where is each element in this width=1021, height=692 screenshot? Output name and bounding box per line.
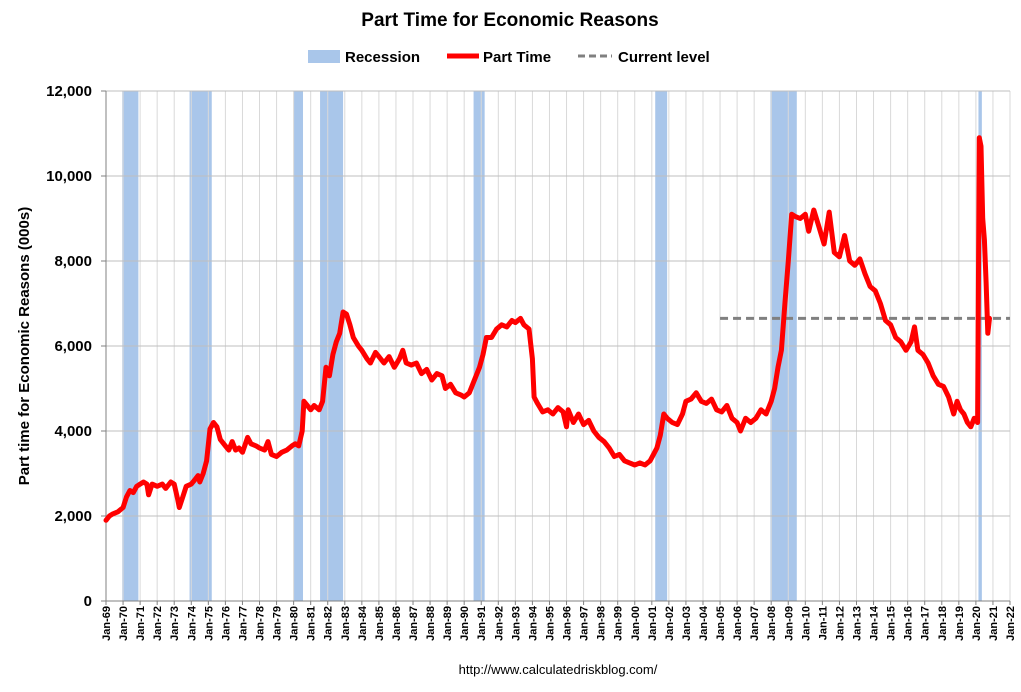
x-tick-label: Jan-08 bbox=[766, 606, 778, 641]
x-tick-label: Jan-14 bbox=[869, 605, 881, 641]
x-tick-label: Jan-01 bbox=[647, 606, 659, 641]
x-tick-label: Jan-91 bbox=[476, 606, 488, 641]
y-tick-label: 12,000 bbox=[46, 83, 92, 100]
x-tick-label: Jan-75 bbox=[203, 606, 215, 641]
x-tick-label: Jan-97 bbox=[579, 606, 591, 641]
x-tick-label: Jan-92 bbox=[493, 606, 505, 641]
x-tick-label: Jan-05 bbox=[715, 606, 727, 641]
x-tick-label: Jan-77 bbox=[237, 606, 249, 641]
x-tick-label: Jan-04 bbox=[698, 605, 710, 641]
x-tick-label: Jan-90 bbox=[459, 606, 471, 641]
x-tick-label: Jan-20 bbox=[971, 606, 983, 641]
y-tick-label: 2,000 bbox=[54, 508, 92, 525]
x-tick-label: Jan-10 bbox=[800, 606, 812, 641]
x-tick-label: Jan-02 bbox=[664, 606, 676, 641]
legend-recession-swatch bbox=[308, 50, 340, 63]
x-tick-label: Jan-03 bbox=[681, 606, 693, 641]
x-tick-label: Jan-79 bbox=[272, 606, 284, 641]
x-tick-labels: Jan-69 Jan-70 Jan-71 Jan-72 Jan-73 Jan-74 Jan-… bbox=[101, 601, 1017, 641]
legend: Recession Part Time Current level bbox=[308, 49, 710, 66]
y-tick-label: 10,000 bbox=[46, 168, 92, 185]
x-tick-label: Jan-83 bbox=[340, 606, 352, 641]
y-tick-label: 4,000 bbox=[54, 423, 92, 440]
x-tick-label: Jan-94 bbox=[527, 605, 539, 641]
series-line-part-time bbox=[103, 135, 992, 523]
x-tick-label: Jan-86 bbox=[391, 606, 403, 641]
x-tick-label: Jan-95 bbox=[544, 606, 556, 641]
y-tick-label: 0 bbox=[84, 593, 92, 610]
y-tick-label: 6,000 bbox=[54, 338, 92, 355]
x-tick-label: Jan-07 bbox=[749, 606, 761, 641]
x-tick-label: Jan-06 bbox=[732, 606, 744, 641]
x-tick-label: Jan-13 bbox=[851, 606, 863, 641]
x-tick-label: Jan-21 bbox=[988, 606, 1000, 641]
x-tick-label: Jan-74 bbox=[186, 605, 198, 641]
x-tick-label: Jan-93 bbox=[510, 606, 522, 641]
x-tick-label: Jan-99 bbox=[613, 606, 625, 641]
x-tick-label: Jan-15 bbox=[886, 606, 898, 641]
x-tick-label: Jan-12 bbox=[834, 606, 846, 641]
x-tick-label: Jan-84 bbox=[357, 605, 369, 641]
legend-current-level-label: Current level bbox=[618, 49, 710, 66]
x-tick-label: Jan-87 bbox=[408, 606, 420, 641]
source-url: http://www.calculatedriskblog.com/ bbox=[459, 662, 658, 677]
legend-recession-label: Recession bbox=[345, 49, 420, 66]
x-tick-label: Jan-69 bbox=[101, 606, 113, 641]
x-tick-label: Jan-11 bbox=[817, 606, 829, 640]
x-tick-label: Jan-16 bbox=[903, 606, 915, 641]
x-tick-label: Jan-00 bbox=[630, 606, 642, 641]
x-tick-label: Jan-17 bbox=[920, 606, 932, 641]
x-tick-label: Jan-89 bbox=[442, 606, 454, 641]
x-tick-label: Jan-88 bbox=[425, 606, 437, 641]
y-tick-label: 8,000 bbox=[54, 253, 92, 270]
x-tick-label: Jan-73 bbox=[169, 606, 181, 641]
x-tick-label: Jan-09 bbox=[783, 606, 795, 641]
x-tick-label: Jan-85 bbox=[374, 606, 386, 641]
gridlines bbox=[105, 90, 1011, 602]
x-tick-label: Jan-98 bbox=[596, 606, 608, 641]
y-tick-labels: 0 2,000 4,000 6,000 8,000 10,000 12,000 bbox=[46, 83, 106, 610]
y-axis-label: Part time for Economic Reasons (000s) bbox=[16, 207, 33, 485]
x-tick-label: Jan-80 bbox=[289, 606, 301, 641]
x-tick-label: Jan-71 bbox=[135, 606, 147, 641]
x-tick-label: Jan-70 bbox=[118, 606, 130, 641]
x-tick-label: Jan-18 bbox=[937, 606, 949, 641]
x-tick-label: Jan-78 bbox=[255, 606, 267, 641]
legend-part-time-label: Part Time bbox=[483, 49, 551, 66]
x-tick-label: Jan-22 bbox=[1005, 606, 1017, 641]
x-tick-label: Jan-81 bbox=[306, 606, 318, 641]
x-tick-label: Jan-82 bbox=[323, 606, 335, 641]
chart-title: Part Time for Economic Reasons bbox=[361, 10, 658, 31]
x-tick-label: Jan-76 bbox=[220, 606, 232, 641]
x-tick-label: Jan-96 bbox=[562, 606, 574, 641]
x-tick-label: Jan-19 bbox=[954, 606, 966, 641]
x-tick-label: Jan-72 bbox=[152, 606, 164, 641]
